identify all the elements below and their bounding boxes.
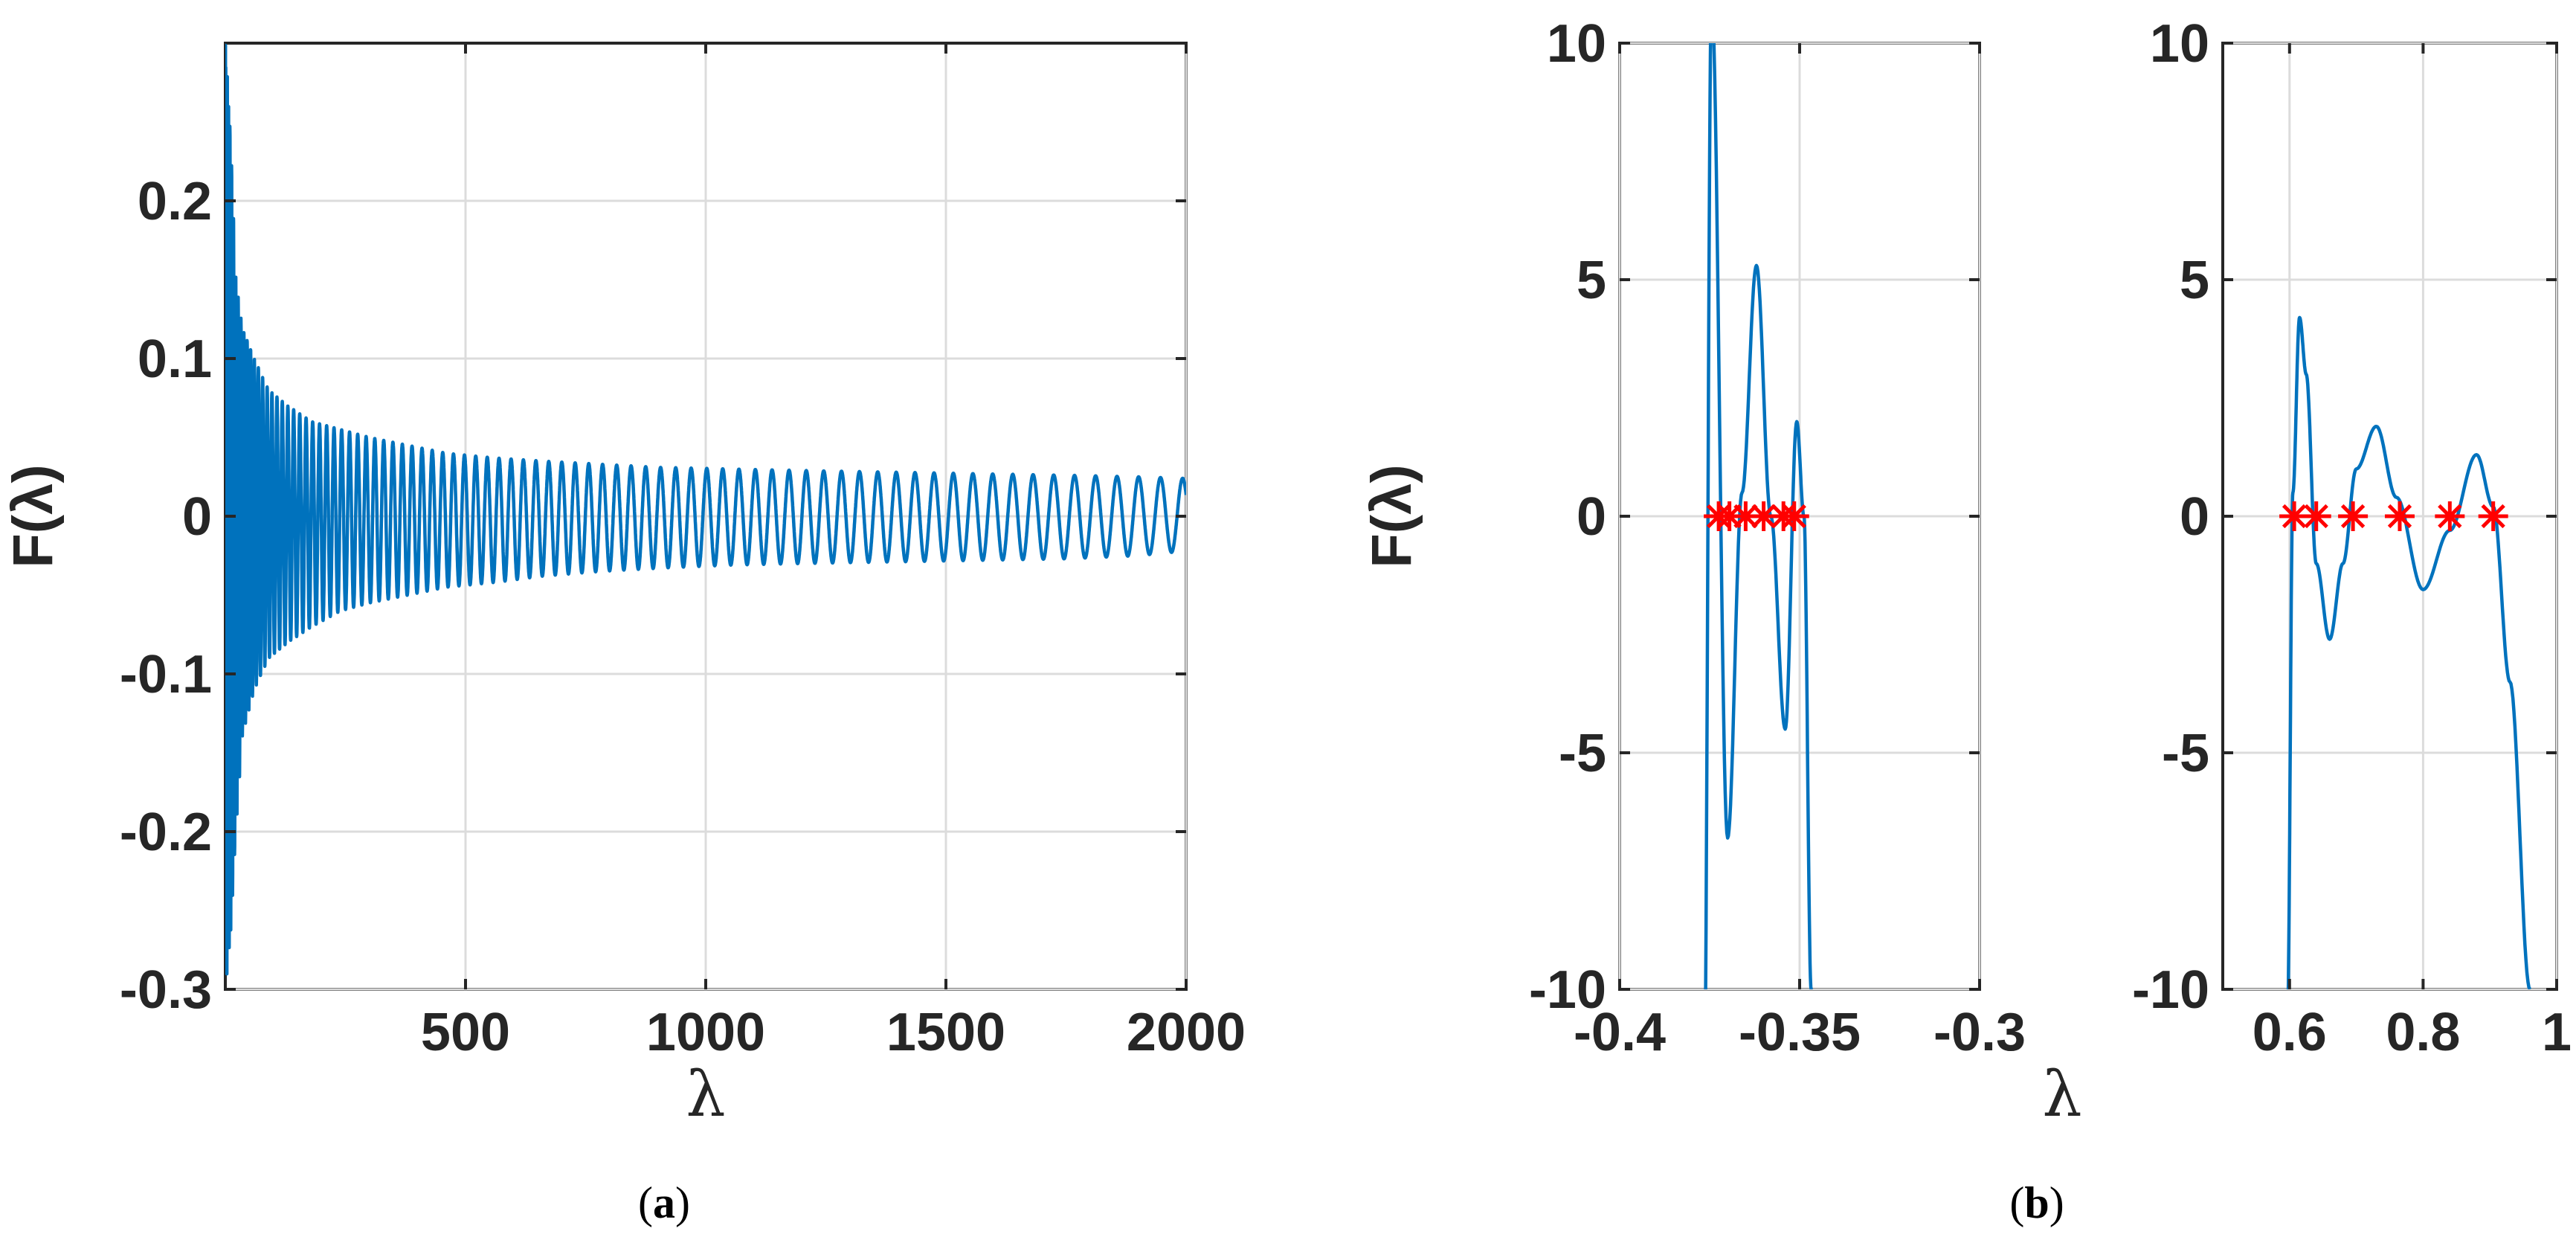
panel-a-chart: 500 1000 1500 2000 -0.3 -0.2 -0.1 0 0.1 0.2 λ F(λ) — [1, 42, 1246, 1131]
marker-stroke — [2438, 504, 2462, 529]
y-tick-label: 0.2 — [138, 172, 212, 231]
x-tick-label: 1000 — [646, 1003, 765, 1062]
y-tick-label: 5 — [1577, 251, 1606, 310]
x-tick-label: 2000 — [1127, 1003, 1246, 1062]
zero-marker — [1748, 501, 1779, 531]
panel-b-right-chart: 0.6 0.8 1 -10 -5 0 5 10 λ — [2042, 14, 2572, 1131]
marker-stroke — [1782, 504, 1806, 529]
y-tick-label: -10 — [2132, 960, 2209, 1020]
caption-a: (a) — [638, 1178, 690, 1227]
y-tick-label: 0.1 — [138, 330, 212, 389]
panel-b-left-chart: -0.4 -0.35 -0.3 -10 -5 0 5 10 F(λ) — [1360, 14, 2026, 1062]
marker-stroke — [2282, 504, 2307, 529]
y-tick-label: -0.3 — [120, 960, 212, 1020]
y-tick-label: 10 — [2150, 14, 2209, 74]
y-tick-label: 0 — [182, 487, 212, 547]
x-axis-label: λ — [686, 1058, 725, 1131]
marker-stroke — [1733, 504, 1758, 529]
zero-marker — [2301, 501, 2331, 531]
x-tick-label: 500 — [421, 1003, 510, 1062]
zero-marker — [2435, 501, 2465, 531]
x-tick-label: 1500 — [886, 1003, 1005, 1062]
y-tick-label: -0.2 — [120, 803, 212, 862]
y-axis-label: F(λ) — [1360, 464, 1423, 568]
zero-marker — [1779, 501, 1809, 531]
x-tick-label: -0.35 — [1739, 1003, 1861, 1062]
marker-stroke — [1751, 504, 1776, 529]
x-axis-label: λ — [2042, 1058, 2081, 1131]
y-tick-label: 5 — [2180, 251, 2209, 310]
x-tick-label: -0.3 — [1933, 1003, 2026, 1062]
x-tick-label: 1 — [2542, 1003, 2572, 1062]
zero-marker — [2478, 501, 2508, 531]
series-line — [225, 43, 1186, 976]
y-tick-label: -10 — [1529, 960, 1606, 1020]
marker-stroke — [2481, 504, 2505, 529]
series-line — [2286, 315, 2532, 989]
zero-marker — [2338, 501, 2369, 531]
zero-marker — [2384, 501, 2415, 531]
marker-stroke — [2340, 504, 2366, 529]
y-tick-label: 0 — [2180, 487, 2209, 547]
x-tick-label: 0.8 — [2386, 1003, 2460, 1062]
y-tick-label: -5 — [2162, 724, 2209, 783]
x-tick-label: 0.6 — [2253, 1003, 2327, 1062]
y-axis-label: F(λ) — [1, 464, 65, 568]
caption-b: (b) — [2009, 1178, 2064, 1227]
y-tick-label: 0 — [1577, 487, 1606, 547]
x-tick-label: -0.4 — [1574, 1003, 1666, 1062]
marker-stroke — [2304, 504, 2328, 529]
y-tick-label: -0.1 — [120, 645, 212, 704]
marker-stroke — [2387, 504, 2412, 529]
y-tick-label: -5 — [1559, 724, 1606, 783]
y-tick-label: 10 — [1547, 14, 1606, 74]
